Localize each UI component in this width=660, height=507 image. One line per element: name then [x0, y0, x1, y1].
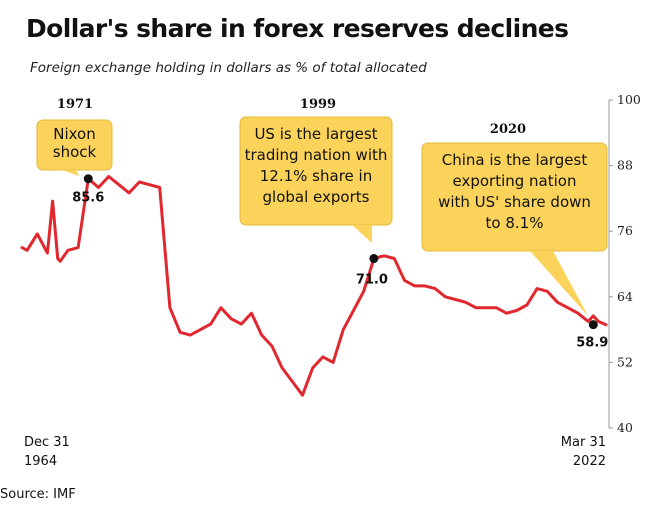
y-tick-label: 52	[617, 354, 633, 369]
callout-text-line: to 8.1%	[486, 214, 544, 232]
callout-text-line: Nixon	[53, 125, 96, 143]
x-start-label: 1964	[24, 454, 57, 469]
callout-text-line: China is the largest	[442, 151, 588, 169]
y-tick-label: 100	[617, 92, 641, 107]
data-label: 85.6	[72, 191, 104, 206]
x-end-label: Mar 31	[561, 435, 606, 450]
callout-year: 1971	[57, 97, 93, 112]
y-tick-label: 88	[617, 158, 633, 173]
callout-box	[421, 142, 608, 252]
data-markers: 85.6 71.0 58.9	[72, 174, 608, 351]
y-axis: 40 52 64 76 88 100	[608, 92, 641, 435]
callout-pointer	[62, 170, 79, 176]
y-tick-label: 40	[617, 420, 633, 435]
chart-title: Dollar's share in forex reserves decline…	[26, 14, 569, 43]
series-line	[20, 175, 608, 397]
callout-text-line: 12.1% share in	[260, 167, 372, 185]
callout-text-line: trading nation with	[245, 146, 388, 164]
callout-year: 1999	[300, 97, 336, 112]
callout-text-line: exporting nation	[453, 172, 577, 190]
source-note: Source: IMF	[0, 487, 76, 502]
data-label: 71.0	[356, 273, 388, 288]
callout-pointer	[530, 251, 588, 316]
y-tick-label: 64	[617, 289, 633, 304]
y-tick-label: 76	[617, 223, 633, 238]
callout-text-line: with US' share down	[438, 193, 591, 211]
chart-subtitle: Foreign exchange holding in dollars as %…	[30, 60, 427, 76]
data-point-marker	[369, 254, 379, 264]
data-label: 58.9	[576, 336, 608, 351]
x-axis-labels: Dec 31 1964 Mar 31 2022	[24, 435, 606, 469]
x-end-label: 2022	[573, 454, 606, 469]
callout-text-line: global exports	[263, 188, 370, 206]
callout-box	[239, 116, 393, 226]
x-start-label: Dec 31	[24, 435, 70, 450]
callout-year: 2020	[490, 122, 526, 137]
data-point-marker	[83, 174, 93, 184]
data-point-marker	[588, 320, 598, 330]
callout-pointer	[352, 225, 372, 243]
callout-text-line: US is the largest	[254, 125, 377, 143]
callout-text-line: shock	[53, 143, 97, 161]
